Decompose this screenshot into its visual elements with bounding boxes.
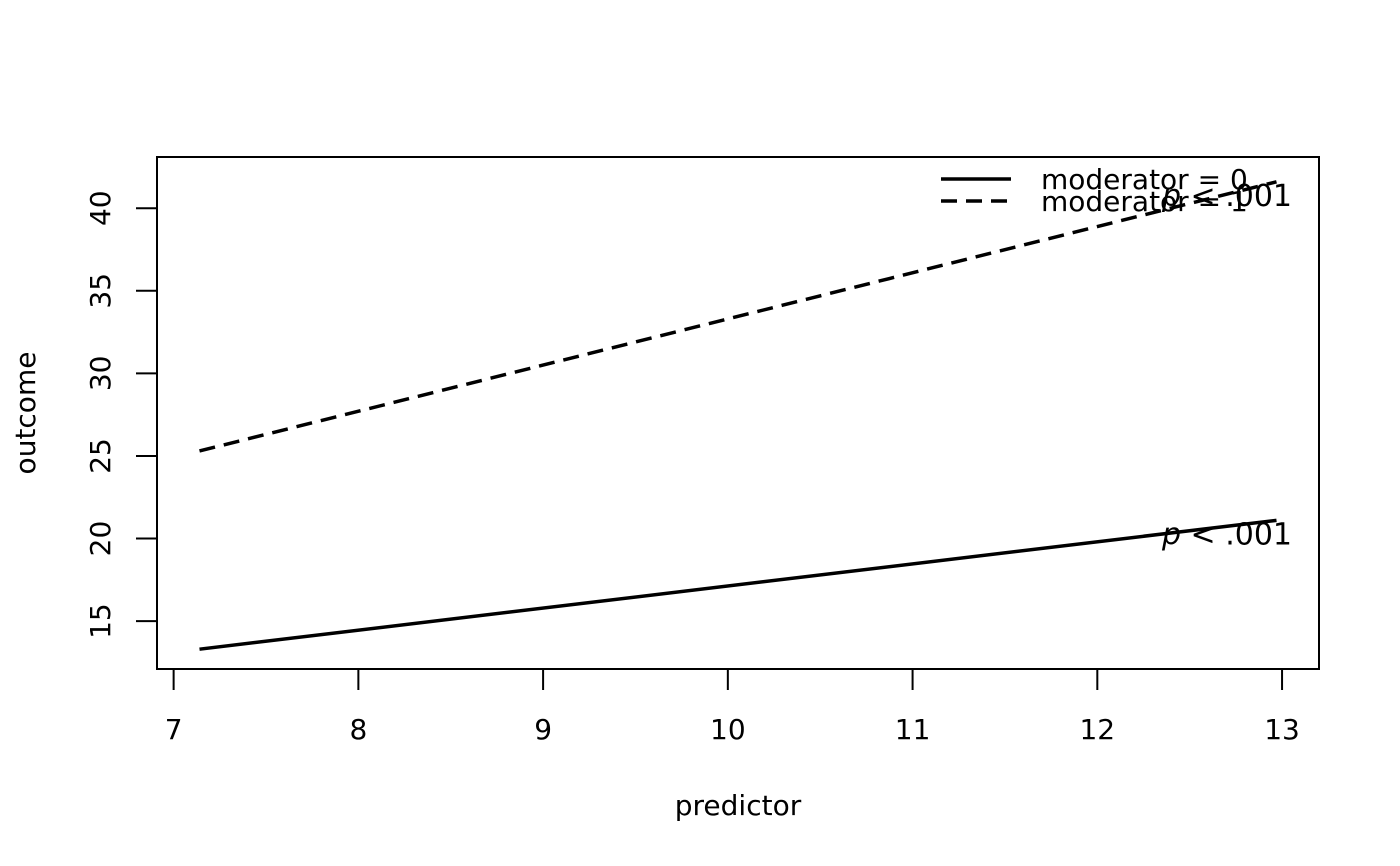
- x-tick-label: 13: [1264, 713, 1300, 746]
- y-tick-label: 20: [84, 521, 117, 557]
- p-value-annotation: p < .001: [1161, 179, 1292, 214]
- x-tick-label: 10: [710, 713, 746, 746]
- y-axis: 15 20 25 30 35 40: [84, 190, 158, 639]
- p-symbol: p: [1161, 179, 1181, 214]
- p-value-text: < .001: [1181, 179, 1292, 214]
- series-line-dashed: [199, 180, 1277, 453]
- legend-label: moderator = 1: [1041, 185, 1248, 218]
- p-symbol: p: [1161, 517, 1181, 552]
- x-tick-label: 7: [165, 713, 183, 746]
- series-line-solid: [199, 518, 1277, 651]
- y-tick-label: 15: [84, 603, 117, 639]
- x-tick-label: 11: [895, 713, 931, 746]
- y-tick-label: 35: [84, 273, 117, 309]
- y-tick-label: 40: [84, 190, 117, 226]
- p-value-text: < .001: [1181, 517, 1292, 552]
- y-axis-title: outcome: [9, 352, 42, 475]
- legend-label: moderator = 0: [1041, 163, 1248, 196]
- x-tick-label: 8: [349, 713, 367, 746]
- p-value-annotation: p < .001: [1161, 517, 1292, 552]
- x-tick-label: 9: [534, 713, 552, 746]
- y-tick-label: 25: [84, 438, 117, 474]
- y-tick-label: 30: [84, 356, 117, 392]
- x-axis-title: predictor: [675, 789, 802, 822]
- x-axis: 7 8 9 10 11 12 13: [165, 668, 1300, 746]
- plot-frame: [156, 156, 1320, 670]
- x-tick-label: 12: [1079, 713, 1115, 746]
- series-layer: [199, 180, 1277, 651]
